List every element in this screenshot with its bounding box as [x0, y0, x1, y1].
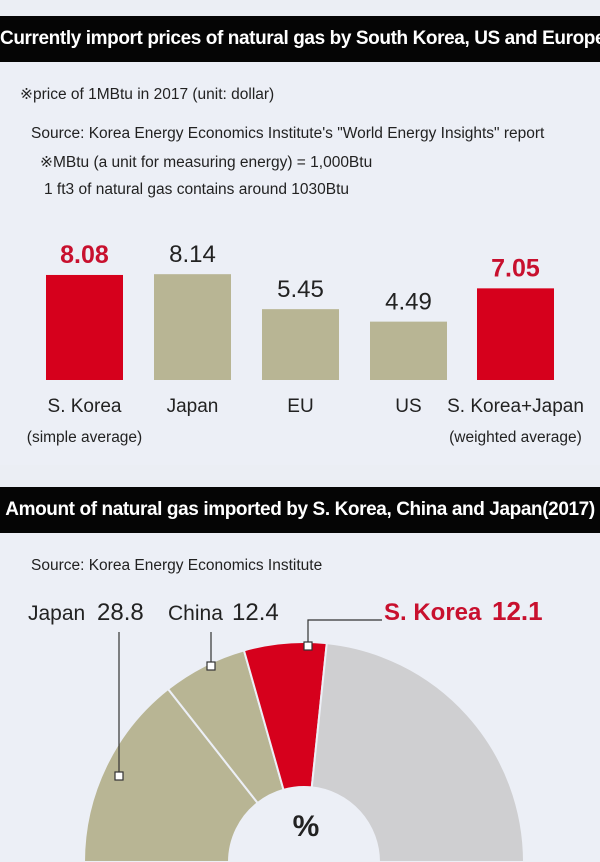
pie-center-label: %: [293, 810, 320, 843]
pie-source-note: Source: Korea Energy Economics Institute: [31, 557, 323, 574]
bar-4: [370, 321, 447, 380]
bar-value-label-4: 4.49: [385, 289, 432, 316]
mbtu-note: ※MBtu (a unit for measuring energy) = 1,…: [40, 154, 373, 171]
pie-slice-japan: [82, 687, 260, 862]
bar-5: [477, 288, 554, 380]
pie-chart-title: Amount of natural gas imported by S. Kor…: [0, 487, 600, 533]
leader-marker-china: [206, 661, 216, 671]
bar-sublabel-1: (simple average): [27, 429, 142, 446]
pie-label-skorea-name: S. Korea: [384, 599, 482, 626]
bar-value-label-5: 7.05: [491, 254, 540, 282]
bar-category-label-5: S. Korea+Japan: [447, 396, 584, 417]
bar-category-label-2: Japan: [167, 396, 219, 417]
unit-note: ※price of 1MBtu in 2017 (unit: dollar): [20, 86, 275, 103]
pie-label-china-name: China: [168, 602, 223, 625]
leader-marker-japan: [114, 771, 124, 781]
leader-marker-s-korea: [303, 641, 313, 651]
bar-1: [46, 274, 123, 380]
pie-slice-other: [310, 642, 526, 862]
bar-chart-panel: [0, 62, 600, 465]
leader-line-s-korea: [307, 619, 382, 646]
bar-chart-title: Currently import prices of natural gas b…: [0, 16, 600, 62]
pie-label-china-value: 12.4: [232, 599, 279, 626]
bar-category-label-3: EU: [287, 396, 313, 417]
bar-sublabel-5: (weighted average): [449, 429, 582, 446]
bar-value-label-1: 8.08: [60, 241, 109, 269]
pie-label-skorea-value: 12.1: [492, 596, 543, 626]
pie-label-japan-value: 28.8: [97, 599, 144, 626]
bar-category-label-1: S. Korea: [48, 396, 122, 417]
pie-label-japan-name: Japan: [28, 602, 85, 625]
bar-value-label-2: 8.14: [169, 241, 216, 268]
ft3-note: 1 ft3 of natural gas contains around 103…: [44, 181, 350, 198]
source-note: Source: Korea Energy Economics Institute…: [31, 125, 545, 142]
bar-category-label-4: US: [395, 396, 421, 417]
bar-value-label-3: 5.45: [277, 276, 324, 303]
bar-3: [262, 309, 339, 380]
bar-2: [154, 274, 231, 380]
